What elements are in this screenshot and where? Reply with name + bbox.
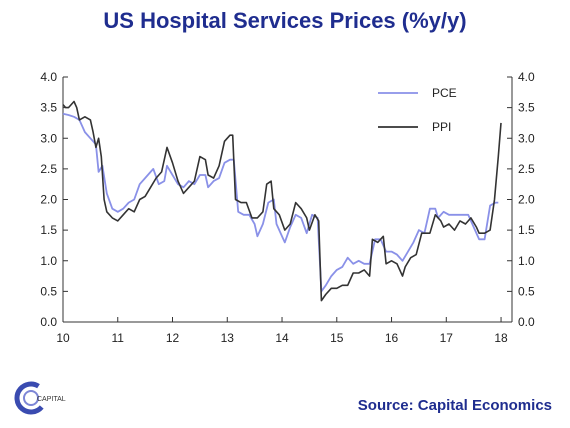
x-tick-label: 12 (166, 331, 180, 345)
y-tick-label-right: 1.5 (518, 223, 535, 237)
x-tick-label: 11 (112, 331, 125, 345)
capital-economics-logo: CAPITAL (14, 380, 74, 421)
chart-series (62, 100, 502, 302)
series-line-ppi (62, 100, 502, 302)
y-tick-label-right: 4.0 (518, 70, 535, 84)
x-tick-label: 15 (330, 331, 344, 345)
x-tick-label: 17 (440, 331, 454, 345)
y-tick-label-left: 2.0 (40, 193, 57, 207)
y-tick-label-right: 2.0 (518, 193, 535, 207)
legend-label-pce: PCE (432, 86, 457, 100)
y-tick-label-left: 4.0 (40, 70, 57, 84)
x-tick-label: 18 (494, 331, 508, 345)
y-tick-label-left: 2.5 (40, 162, 57, 176)
y-tick-label-right: 0.5 (518, 284, 535, 298)
x-tick-label: 10 (56, 331, 70, 345)
y-tick-label-right: 1.0 (518, 254, 535, 268)
legend-label-ppi: PPI (432, 120, 451, 134)
source-note: Source: Capital Economics (357, 397, 552, 414)
y-tick-label-left: 0.5 (40, 284, 57, 298)
y-tick-label-right: 0.0 (518, 315, 535, 329)
y-tick-label-left: 3.0 (40, 131, 57, 145)
y-tick-label-left: 1.5 (40, 223, 57, 237)
y-tick-label-right: 3.5 (518, 101, 535, 115)
x-tick-label: 13 (221, 331, 235, 345)
svg-text:CAPITAL: CAPITAL (37, 396, 66, 403)
chart-axes: 0.0 0.0 0.5 0.5 1.0 1.0 1.5 1.5 2.0 2.0 2.5 2.5 3.0 3… (40, 70, 535, 345)
y-tick-label-right: 2.5 (518, 162, 535, 176)
series-line-pce (62, 112, 499, 293)
y-tick-label-left: 1.0 (40, 254, 57, 268)
x-tick-label: 16 (385, 331, 399, 345)
x-tick-label: 14 (275, 331, 289, 345)
y-tick-label-left: 0.0 (40, 315, 57, 329)
y-tick-label-left: 3.5 (40, 101, 57, 115)
chart-legend: PCE PPI (378, 86, 457, 134)
y-tick-label-right: 3.0 (518, 131, 535, 145)
chart-title: US Hospital Services Prices (%y/y) (103, 8, 467, 33)
